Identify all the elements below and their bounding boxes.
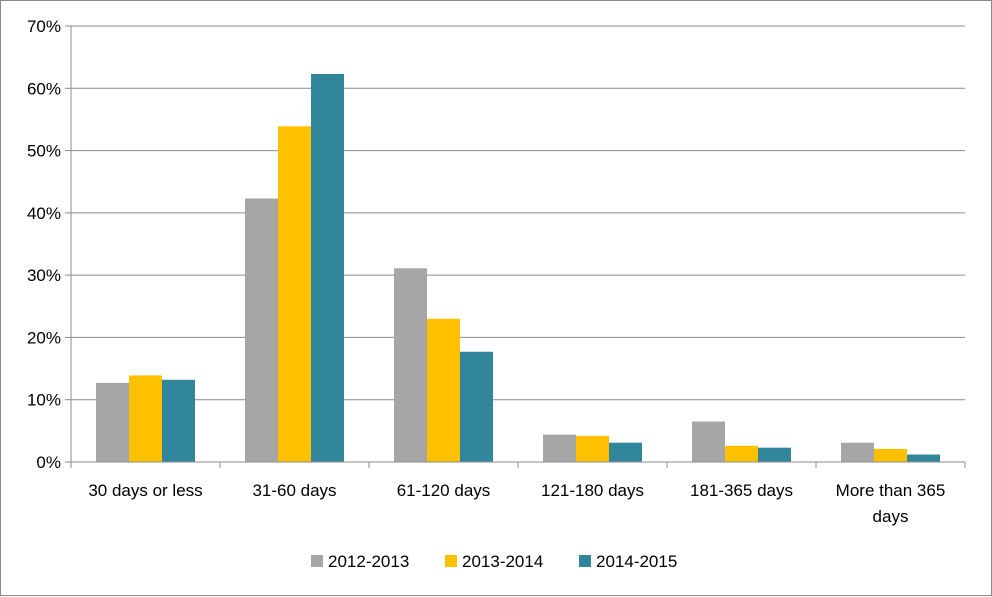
bar-2013-2014-4 xyxy=(725,445,758,462)
x-tick-label: days xyxy=(873,507,909,526)
x-tick-label: 61-120 days xyxy=(397,481,491,500)
bar-2013-2014-3 xyxy=(576,435,609,462)
bar-2013-2014-0 xyxy=(129,375,162,462)
bar-2012-2013-5 xyxy=(841,442,874,462)
y-tick-label: 10% xyxy=(27,391,61,410)
legend-swatch-2012-2013 xyxy=(311,555,323,567)
legend-swatch-2013-2014 xyxy=(445,555,457,567)
bar-2014-2015-5 xyxy=(907,454,940,462)
bar-2014-2015-3 xyxy=(609,442,642,462)
y-tick-label: 40% xyxy=(27,204,61,223)
bar-2013-2014-2 xyxy=(427,318,460,462)
bar-2012-2013-4 xyxy=(692,421,725,462)
y-tick-label: 0% xyxy=(36,453,61,472)
legend-label: 2014-2015 xyxy=(596,552,677,571)
y-tick-label: 60% xyxy=(27,79,61,98)
bar-2012-2013-3 xyxy=(543,434,576,462)
x-tick-label: 121-180 days xyxy=(541,481,644,500)
x-tick-label: 181-365 days xyxy=(690,481,793,500)
bar-2014-2015-2 xyxy=(460,351,493,462)
x-tick-label: More than 365 xyxy=(836,481,946,500)
bar-2014-2015-0 xyxy=(162,379,195,462)
x-tick-label: 31-60 days xyxy=(252,481,336,500)
y-tick-label: 70% xyxy=(27,17,61,36)
bar-2013-2014-1 xyxy=(278,126,311,462)
legend-label: 2012-2013 xyxy=(328,552,409,571)
bar-2013-2014-5 xyxy=(874,448,907,462)
bar-2012-2013-1 xyxy=(245,198,278,462)
y-tick-label: 50% xyxy=(27,142,61,161)
bar-2012-2013-2 xyxy=(394,268,427,462)
bar-2012-2013-0 xyxy=(96,382,129,462)
y-tick-label: 20% xyxy=(27,328,61,347)
bar-2014-2015-4 xyxy=(758,447,791,462)
bar-2014-2015-1 xyxy=(311,73,344,463)
legend-swatch-2014-2015 xyxy=(579,555,591,567)
legend-label: 2013-2014 xyxy=(462,552,543,571)
y-tick-label: 30% xyxy=(27,266,61,285)
x-tick-label: 30 days or less xyxy=(88,481,202,500)
